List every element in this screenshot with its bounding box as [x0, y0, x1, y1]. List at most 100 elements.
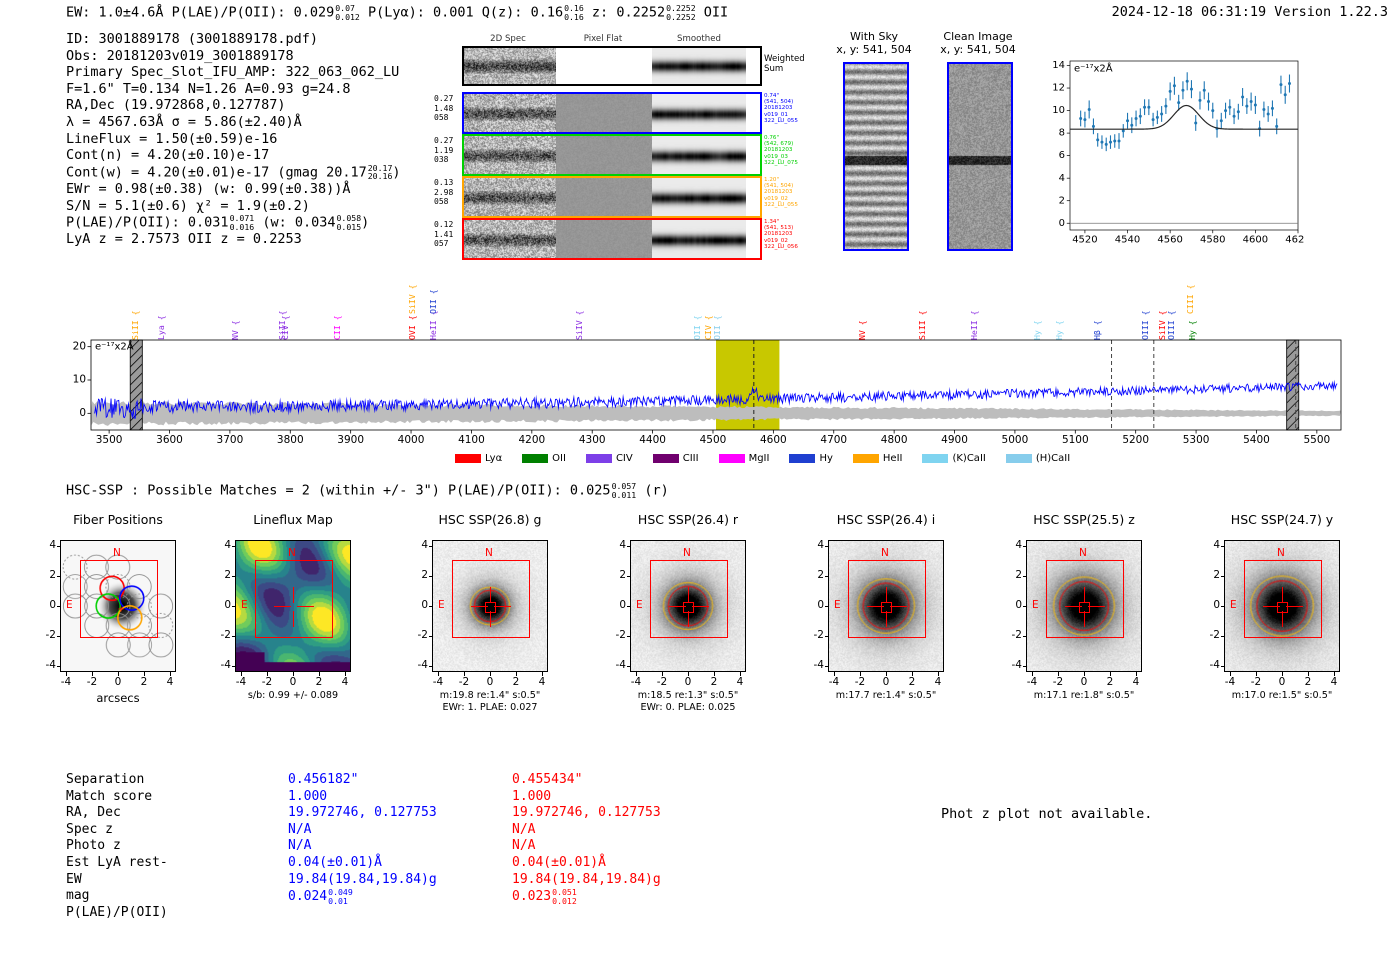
- cutout-crosshair: [1263, 606, 1280, 608]
- cutout-xtick: 4: [934, 676, 942, 688]
- cutout-sublabel-2: EWr: 0. PLAE: 0.025: [640, 702, 736, 713]
- match-value: 19.84(19.84,19.84)g: [288, 871, 437, 887]
- cutout-xtick-mark: [688, 672, 689, 676]
- fiber-smoothed: [652, 94, 746, 132]
- meta-lineflux: LineFlux = 1.50(±0.59)e-16: [66, 130, 278, 147]
- legend-item: (K)CaII: [922, 453, 986, 464]
- cutout-sublabel-1: m:17.1 re:1.8" s:0.5": [1033, 690, 1135, 701]
- cutout-ytick: -4: [220, 659, 231, 671]
- cutout-xtick-mark: [1032, 672, 1033, 676]
- cutout-ytick-mark: [428, 546, 432, 547]
- cutout-ytick: -4: [1011, 659, 1022, 671]
- cutout-xlabel: arcsecs: [96, 691, 140, 705]
- cutout-xtick-mark: [293, 672, 294, 676]
- cutout-xtick-mark: [490, 672, 491, 676]
- cutout-ytick-mark: [1220, 636, 1224, 637]
- fiber-pixelflat: [556, 178, 652, 216]
- cutout-crosshair: [1065, 606, 1082, 608]
- cutout-ytick: -4: [45, 659, 56, 671]
- hsc-title-suffix: (r): [636, 482, 669, 499]
- cutout-region-box: [1046, 560, 1124, 638]
- cutout-xtick-mark: [714, 672, 715, 676]
- cutout-ytick: 0: [224, 599, 231, 611]
- cutout-xtick-mark: [886, 672, 887, 676]
- sky-clean-cutouts: With Sky x, y: 541, 504 Clean Image x, y…: [828, 30, 1028, 255]
- cutout-xtick: -2: [1052, 676, 1064, 688]
- fiber-stats: 0.27 1.48 058: [434, 94, 454, 123]
- cutout-xtick: 2: [1304, 676, 1312, 688]
- cutout-xtick: 4: [1330, 676, 1338, 688]
- cutout-crosshair: [1282, 611, 1284, 627]
- cutout-ytick: 0: [1015, 599, 1022, 611]
- cutout-crosshair: [1088, 606, 1105, 608]
- cutout-sublabel-1: s/b: 0.99 +/- 0.089: [247, 690, 339, 701]
- photz-note: Phot z plot not available.: [941, 806, 1153, 822]
- fiber-pixelflat: [556, 220, 652, 258]
- cutout-xtick: 0: [486, 676, 494, 688]
- east-marker: E: [241, 599, 248, 611]
- cutout-ytick-mark: [626, 666, 630, 667]
- east-marker: E: [438, 599, 445, 611]
- cutout-image[interactable]: + N E: [60, 540, 176, 672]
- z-value: 0.2252: [616, 4, 666, 21]
- cutout-ytick: 4: [619, 539, 626, 551]
- cutout-ytick: 4: [1213, 539, 1220, 551]
- cutout-title: HSC SSP(26.8) g: [438, 512, 542, 527]
- match-value: 0.04(±0.01)Å: [512, 854, 606, 870]
- match-value: N/A: [512, 838, 536, 854]
- legend-item: OII: [522, 453, 566, 464]
- cutout-ytick: 2: [1213, 569, 1220, 581]
- match-value: 0.024 0.049 0.01: [288, 887, 353, 906]
- legend-swatch: [455, 453, 481, 463]
- cutout-xtick: 2: [140, 676, 148, 688]
- cutout-xtick: -2: [458, 676, 470, 688]
- cutout-xtick: -4: [235, 676, 247, 688]
- cutout-title: HSC SSP(24.7) y: [1230, 512, 1334, 527]
- east-marker: E: [1032, 599, 1039, 611]
- fiber-2dspec: [464, 136, 556, 174]
- cutout-ytick: 0: [1213, 599, 1220, 611]
- fiber-2dspec: [464, 220, 556, 258]
- meta-lambda: λ = 4567.63Å σ = 5.86(±2.40)Å: [66, 113, 302, 130]
- z-range: 0.2252 0.2252: [666, 3, 696, 22]
- cutout-xtick-mark: [66, 672, 67, 676]
- match-row-label: RA, Dec: [66, 805, 121, 821]
- match-value: 0.456182": [288, 772, 359, 787]
- cutout-region-box: [255, 560, 333, 638]
- cutout-crosshair: [494, 606, 511, 608]
- cutout-ytick-mark: [428, 606, 432, 607]
- legend-item: HeII: [852, 453, 902, 464]
- fiber-smoothed: [652, 220, 746, 258]
- cutout-xtick: 0: [684, 676, 692, 688]
- cutout-xtick: 4: [166, 676, 174, 688]
- cutout-center-box: [1079, 602, 1090, 613]
- cutout-ytick: -2: [417, 629, 428, 641]
- cutout-crosshair: [1282, 587, 1284, 603]
- weighted-sum-2dspec: [464, 48, 556, 84]
- z-suffix: OII: [695, 4, 729, 21]
- meta-redshifts: LyA z = 2.7573 OII z = 0.2253: [66, 231, 302, 248]
- cutout-xtick-mark: [345, 672, 346, 676]
- plae-range: 0.07 0.012: [335, 3, 360, 22]
- legend-swatch: [718, 453, 745, 463]
- meta-seeing: F=1.6" T=0.134 N=1.26 A=0.93 g=24.8: [66, 80, 351, 97]
- cutout-center-box: [485, 602, 496, 613]
- fiber-pixelflat: [556, 94, 652, 132]
- cutout-ytick: -2: [45, 629, 56, 641]
- cutout-ytick-mark: [824, 576, 828, 577]
- cutout-ytick-mark: [1220, 546, 1224, 547]
- weighted-sum-strip: [462, 46, 762, 86]
- cutout-xtick: -2: [261, 676, 273, 688]
- meta-ewr: EWr = 0.98(±0.38) (w: 0.99(±0.38))Å: [66, 180, 351, 197]
- meta-sn: S/N = 5.1(±0.6) χ² = 1.9(±0.2): [66, 197, 310, 214]
- cutout-xtick: 0: [289, 676, 297, 688]
- twod-spec-panel: 2D Spec Pixel Flat Smoothed Weighted Sum 0…: [434, 34, 805, 260]
- cutout-xtick: -4: [1026, 676, 1038, 688]
- meta-cont-w: Cont(w) = 4.20(±0.01)e-17 (gmag 20.17 20.…: [66, 162, 401, 182]
